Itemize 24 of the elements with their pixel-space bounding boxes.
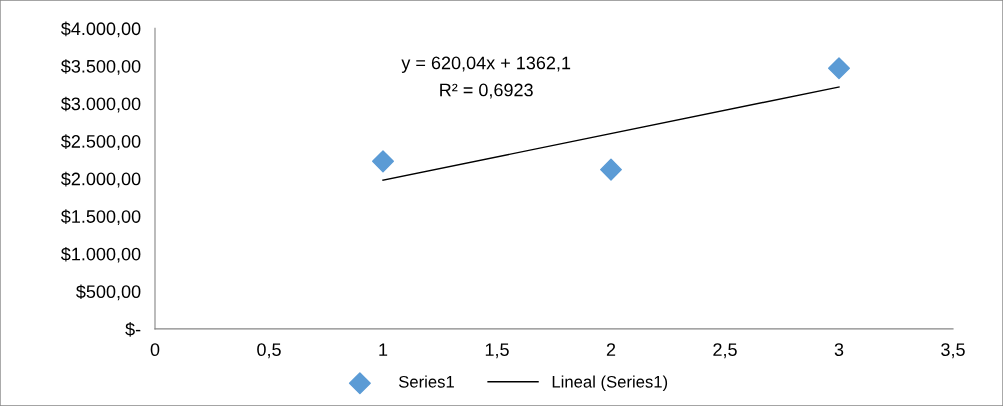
legend-label: Series1	[398, 375, 454, 388]
point	[600, 158, 622, 181]
annotation: R² = 0,6923	[440, 83, 533, 99]
y-tick-label: $-	[125, 322, 141, 337]
x-tick-label: 2	[606, 343, 616, 356]
x-tick-label: 3,5	[941, 343, 965, 359]
x-tick-label: 0,5	[257, 343, 281, 359]
x-tick-label: 2,5	[713, 343, 737, 359]
x-tick-label: 3	[834, 343, 844, 357]
y-tick-label: $2.000,00	[60, 171, 141, 188]
x-tick-label: 1	[379, 343, 388, 356]
legend-label: Lineal (Series1)	[552, 375, 668, 391]
y-tick-label: $3.500,00	[60, 59, 141, 75]
y-tick-label: $1.000,00	[60, 246, 141, 263]
y-tick-label: $4.000,00	[60, 21, 141, 38]
x-tick-label: 0	[150, 343, 160, 357]
annotation: y = 620,04x + 1362,1	[401, 56, 571, 73]
point	[828, 57, 850, 80]
x-tick-label: 1,5	[485, 343, 509, 359]
y-tick-label: $1.500,00	[60, 209, 141, 226]
y-tick-label: $2.500,00	[60, 134, 141, 150]
point	[372, 150, 394, 173]
y-tick-label: $500,00	[76, 284, 141, 301]
y-tick-label: $3.000,00	[60, 96, 141, 113]
